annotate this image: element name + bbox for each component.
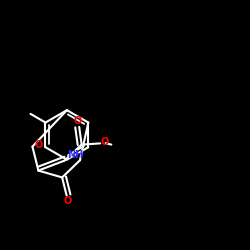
Text: NH: NH — [68, 150, 84, 160]
Text: O: O — [34, 140, 43, 149]
Text: O: O — [100, 137, 108, 147]
Text: O: O — [64, 196, 72, 206]
Text: O: O — [74, 116, 82, 126]
